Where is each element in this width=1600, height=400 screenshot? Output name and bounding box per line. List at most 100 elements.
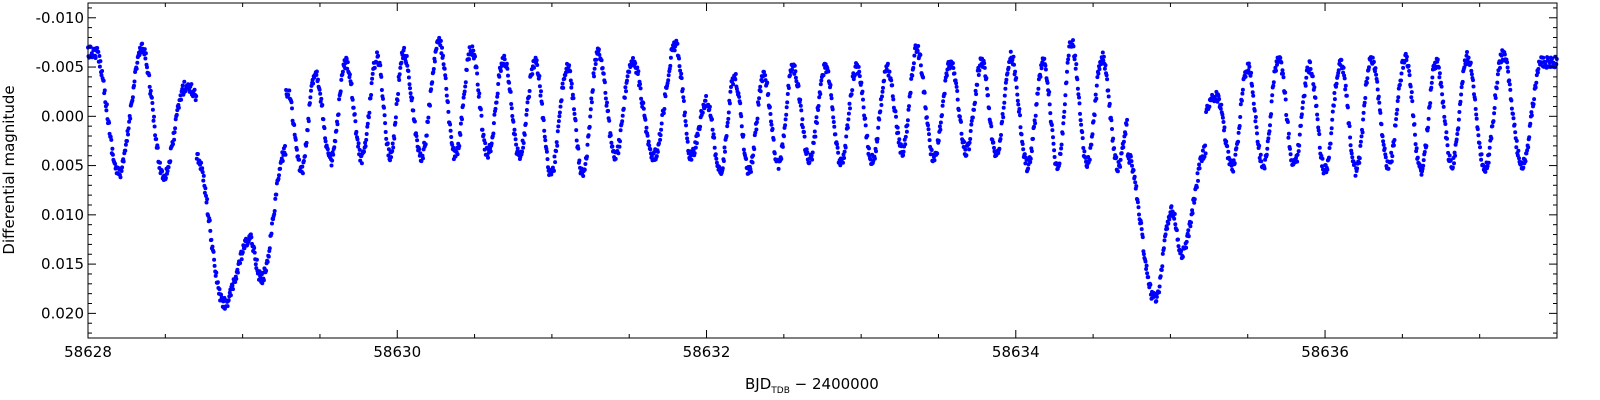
data-point (843, 145, 848, 150)
data-point (1527, 135, 1532, 140)
data-point (1299, 112, 1304, 117)
data-point (1487, 152, 1492, 157)
data-point (1100, 50, 1105, 55)
data-point (1320, 164, 1324, 169)
data-point (861, 105, 866, 110)
data-point (352, 112, 357, 117)
data-point (364, 137, 369, 142)
data-point (1460, 79, 1465, 84)
data-point (609, 140, 614, 145)
data-point (733, 72, 738, 76)
data-point (970, 115, 975, 120)
data-point (1397, 82, 1402, 87)
data-point (1535, 70, 1540, 75)
data-point (1172, 216, 1177, 221)
data-point (509, 102, 514, 106)
data-point (143, 51, 148, 56)
data-point (1426, 116, 1431, 121)
data-point (231, 287, 235, 292)
data-point (108, 134, 113, 139)
data-point (658, 133, 663, 138)
data-point (567, 63, 572, 68)
data-point (908, 90, 913, 95)
data-point (448, 128, 453, 133)
data-point (266, 254, 271, 259)
data-point (1424, 144, 1429, 148)
data-point (776, 166, 781, 171)
data-point (936, 138, 941, 143)
data-point (1089, 142, 1094, 147)
data-point (998, 137, 1003, 141)
data-point (1529, 113, 1534, 118)
data-point (202, 190, 207, 195)
data-point (863, 116, 868, 121)
data-point (1275, 62, 1279, 67)
data-point (1329, 131, 1334, 136)
data-point (585, 154, 589, 159)
data-point (507, 80, 512, 85)
data-point (1274, 68, 1278, 73)
data-point (158, 160, 162, 165)
data-point (509, 106, 514, 111)
data-point (1479, 152, 1484, 157)
data-point (448, 122, 453, 127)
data-point (645, 133, 650, 138)
data-point (1478, 145, 1482, 150)
data-point (1250, 83, 1255, 88)
data-point (1074, 62, 1079, 67)
data-point (421, 156, 425, 161)
data-point (1123, 132, 1128, 137)
data-point (287, 88, 292, 93)
data-point (831, 120, 836, 124)
data-point (1129, 159, 1134, 164)
data-point (1493, 96, 1498, 100)
data-point (1157, 284, 1162, 289)
data-point (938, 120, 943, 125)
data-point (1347, 121, 1351, 126)
data-point (1250, 90, 1255, 95)
data-point (1350, 155, 1355, 160)
data-point (1246, 68, 1251, 73)
data-point (800, 125, 805, 130)
data-point (330, 158, 335, 163)
data-point (901, 153, 906, 158)
data-point (790, 67, 795, 72)
data-point (904, 129, 909, 134)
data-point (1226, 149, 1231, 154)
data-point (1280, 68, 1285, 73)
data-point (367, 110, 372, 115)
data-point (431, 70, 436, 75)
data-point (530, 72, 535, 77)
data-point (1065, 60, 1070, 65)
data-point (668, 55, 673, 60)
data-point (1029, 149, 1034, 154)
data-point (1131, 168, 1136, 173)
data-point (1095, 75, 1100, 80)
data-point (475, 71, 480, 76)
data-point (997, 146, 1002, 151)
data-point (1065, 69, 1069, 74)
data-point (1042, 56, 1047, 61)
data-point (683, 119, 688, 124)
x-tick-label: 58634 (992, 343, 1040, 361)
data-point (1330, 117, 1335, 122)
data-point (1349, 151, 1354, 156)
data-point (119, 169, 124, 173)
data-point (1075, 77, 1080, 82)
data-point (1430, 75, 1435, 80)
data-point (283, 152, 288, 157)
data-point (798, 97, 803, 102)
data-point (1115, 169, 1120, 174)
data-point (345, 60, 350, 65)
data-point (1194, 185, 1199, 190)
data-point (437, 35, 442, 40)
data-point (951, 66, 956, 70)
data-point (217, 287, 222, 292)
data-point (783, 123, 788, 128)
data-point (388, 158, 392, 163)
data-point (306, 119, 311, 124)
data-point (738, 101, 743, 106)
data-point (570, 92, 575, 97)
data-point (1048, 111, 1053, 116)
data-point (571, 96, 576, 101)
